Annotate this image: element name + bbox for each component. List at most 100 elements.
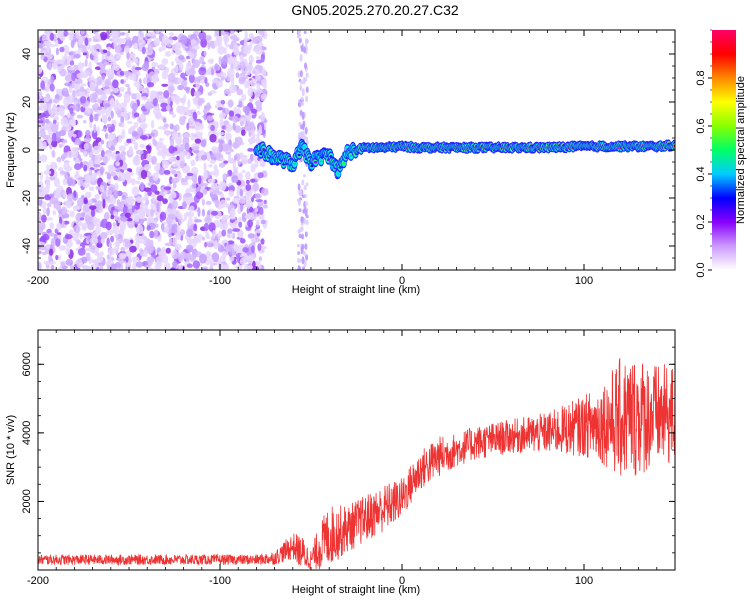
top-y-axis-label: Frequency (Hz) [5, 112, 17, 188]
noise-blob [207, 92, 213, 96]
y-tick-label: -40 [21, 238, 33, 254]
noise-blob [173, 95, 181, 103]
noise-blob [38, 153, 41, 163]
noise-blob [156, 146, 160, 150]
noise-blob [181, 182, 189, 186]
noise-blob [114, 241, 121, 247]
noise-blob [297, 265, 301, 270]
noise-blob [44, 118, 50, 124]
noise-blob [38, 222, 46, 231]
noise-blob [164, 50, 172, 57]
noise-blob [205, 200, 212, 206]
noise-blob [87, 234, 91, 242]
noise-blob [114, 232, 119, 239]
noise-blob [62, 178, 68, 186]
noise-blob [101, 150, 105, 158]
noise-blob [191, 182, 197, 189]
noise-blob [89, 205, 97, 211]
noise-blob [170, 267, 176, 270]
noise-blob [77, 130, 82, 138]
signal-core [319, 160, 323, 163]
noise-blob [161, 160, 170, 169]
noise-blob [201, 267, 208, 270]
noise-blob [92, 104, 96, 111]
noise-blob [104, 80, 110, 88]
noise-blob [146, 171, 152, 177]
noise-blob [106, 50, 111, 57]
noise-blob [100, 238, 106, 244]
noise-blob [223, 34, 229, 38]
noise-blob [38, 66, 43, 75]
noise-blob [118, 145, 126, 152]
noise-blob [191, 146, 200, 150]
noise-blob [72, 205, 78, 212]
noise-blob [47, 54, 53, 60]
noise-blob [158, 46, 163, 53]
x-tick-label: -200 [27, 575, 49, 587]
noise-blob [55, 238, 61, 247]
noise-blob [154, 261, 163, 267]
noise-blob [92, 145, 101, 155]
noise-blob [226, 68, 235, 78]
noise-blob [161, 45, 166, 51]
noise-blob [150, 120, 155, 129]
signal-core [342, 162, 346, 165]
noise-blob [163, 123, 169, 128]
noise-blob [169, 138, 175, 148]
noise-blob [297, 251, 301, 255]
noise-blob [247, 254, 255, 262]
noise-blob [188, 254, 197, 261]
noise-blob [304, 231, 308, 238]
noise-blob [147, 190, 152, 197]
noise-blob [223, 37, 229, 42]
noise-blob [139, 217, 145, 225]
noise-blob [195, 81, 201, 89]
noise-blob [242, 247, 249, 253]
noise-blob [132, 261, 137, 270]
noise-blob [239, 202, 244, 212]
noise-blob [67, 67, 75, 71]
noise-blob [250, 238, 256, 243]
noise-blob [297, 70, 301, 78]
noise-blob [178, 255, 184, 263]
noise-blob [255, 199, 263, 203]
noise-blob [220, 99, 226, 105]
noise-blob [211, 210, 218, 216]
noise-blob [135, 261, 143, 268]
noise-blob [255, 45, 263, 55]
noise-blob [249, 79, 257, 87]
noise-blob [296, 198, 300, 203]
noise-blob [303, 30, 307, 34]
noise-blob [222, 250, 227, 260]
noise-blob [39, 90, 43, 99]
noise-blob [186, 55, 190, 60]
noise-blob [160, 102, 169, 109]
bottom-y-axis-label: SNR (10 * v/v) [5, 415, 17, 485]
noise-blob [296, 244, 300, 248]
noise-blob [138, 209, 146, 220]
noise-blob [38, 132, 41, 137]
noise-blob [151, 91, 158, 96]
noise-blob [105, 107, 112, 117]
noise-blob [192, 111, 198, 121]
x-tick-label: -200 [27, 275, 49, 287]
noise-blob [189, 205, 195, 212]
noise-blob [299, 226, 303, 233]
noise-blob [47, 202, 52, 208]
noise-blob [147, 43, 154, 54]
noise-blob [89, 114, 94, 123]
noise-blob [112, 224, 119, 234]
noise-blob [209, 58, 214, 65]
noise-blob [260, 238, 265, 245]
noise-blob [165, 247, 171, 254]
noise-blob [139, 248, 143, 254]
noise-blob [96, 80, 102, 86]
noise-blob [151, 155, 158, 165]
noise-blob [305, 254, 309, 261]
noise-blob [124, 113, 129, 121]
noise-blob [38, 228, 44, 234]
noise-blob [171, 61, 175, 66]
noise-blob [136, 196, 142, 203]
noise-blob [177, 133, 182, 143]
noise-blob [193, 223, 198, 232]
